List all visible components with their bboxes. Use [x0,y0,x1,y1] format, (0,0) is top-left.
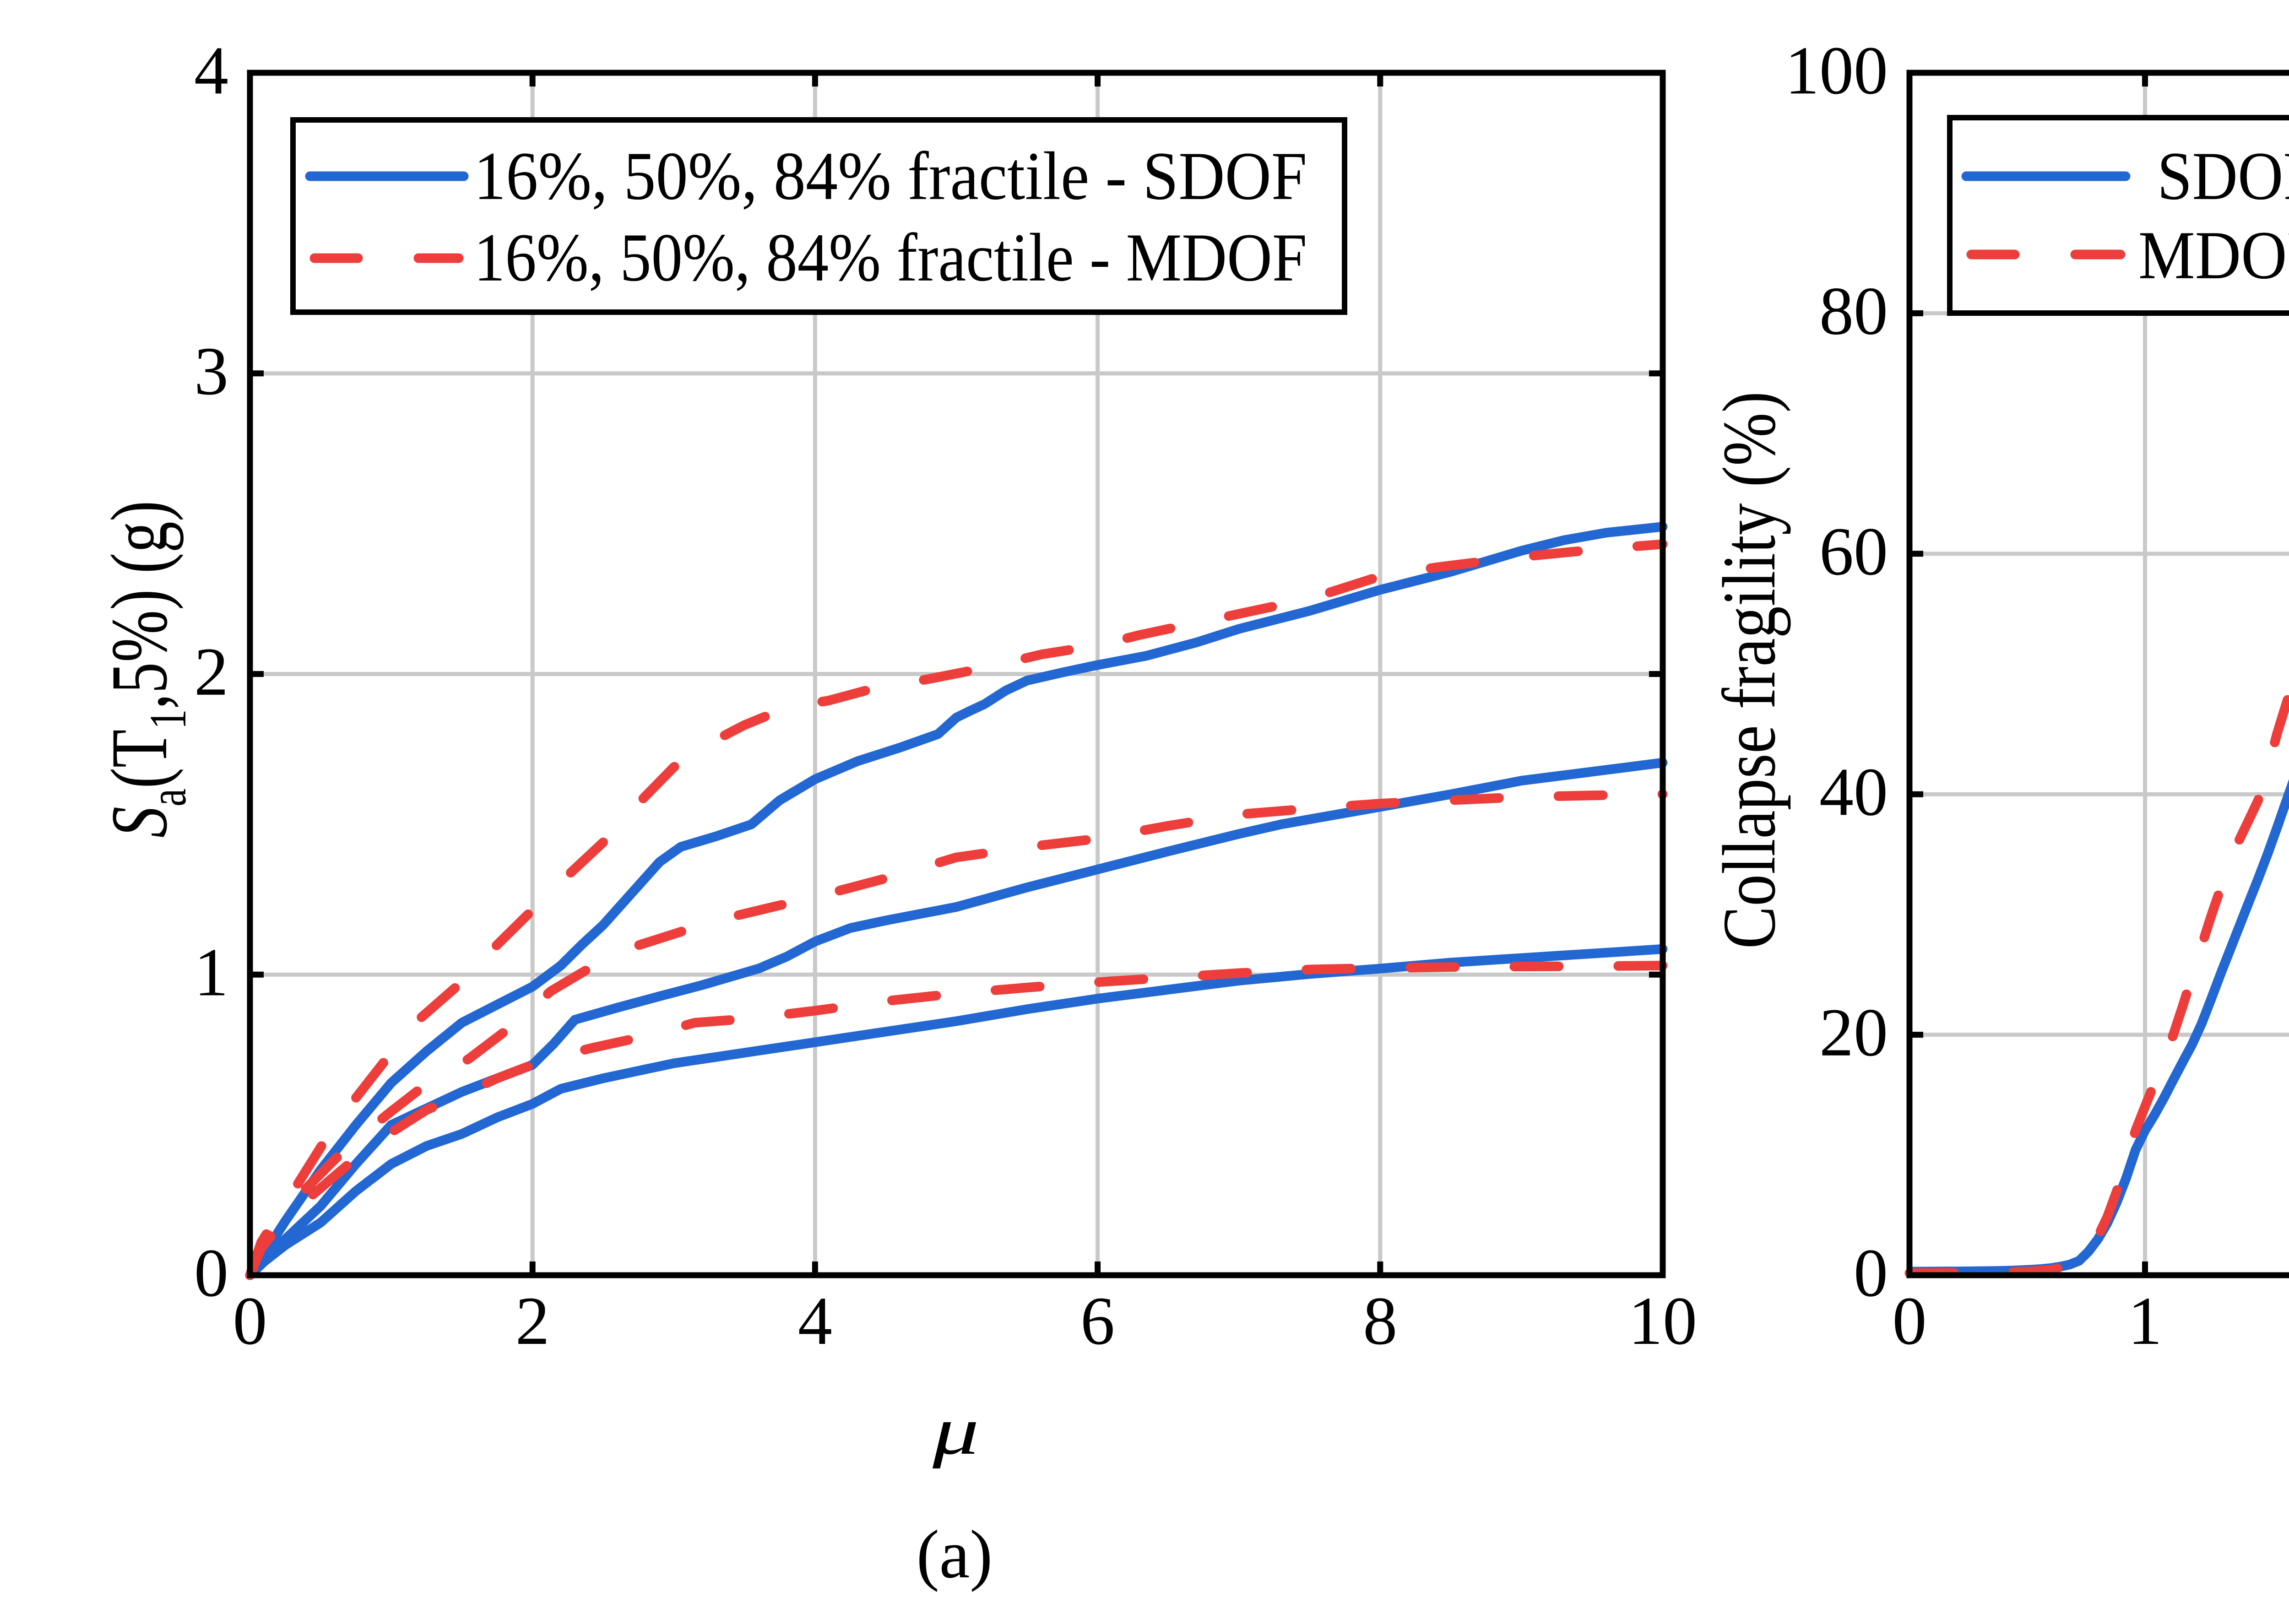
svg-text:Collapse fragility (%): Collapse fragility (%) [1707,391,1791,949]
svg-text:16%, 50%, 84% fractile - MDOF: 16%, 50%, 84% fractile - MDOF [474,220,1307,296]
svg-text:40: 40 [1819,754,1888,830]
svg-text:μ: μ [932,1392,979,1469]
svg-text:8: 8 [1363,1283,1397,1359]
svg-text:20: 20 [1819,995,1888,1071]
svg-text:0: 0 [1893,1283,1927,1359]
svg-text:16%, 50%, 84% fractile - SDOF: 16%, 50%, 84% fractile - SDOF [474,138,1307,214]
svg-text:6: 6 [1080,1283,1115,1359]
svg-text:MDOF: MDOF [2138,217,2289,293]
svg-text:Sa(T1,5%) (g): Sa(T1,5%) (g) [95,501,197,838]
svg-text:4: 4 [194,32,228,108]
svg-text:0: 0 [194,1235,228,1311]
svg-text:2: 2 [515,1283,550,1359]
svg-text:1: 1 [2128,1283,2162,1359]
svg-text:100: 100 [1785,32,1888,108]
svg-text:(a): (a) [917,1516,993,1592]
svg-text:3: 3 [194,333,228,409]
svg-text:80: 80 [1819,273,1888,349]
svg-text:60: 60 [1819,514,1888,590]
svg-text:SDOF: SDOF [2157,138,2289,214]
svg-text:0: 0 [1854,1235,1888,1311]
svg-text:1: 1 [194,934,228,1010]
svg-text:0: 0 [233,1283,267,1359]
svg-text:4: 4 [798,1283,832,1359]
svg-text:10: 10 [1628,1283,1697,1359]
svg-text:2: 2 [194,634,228,710]
